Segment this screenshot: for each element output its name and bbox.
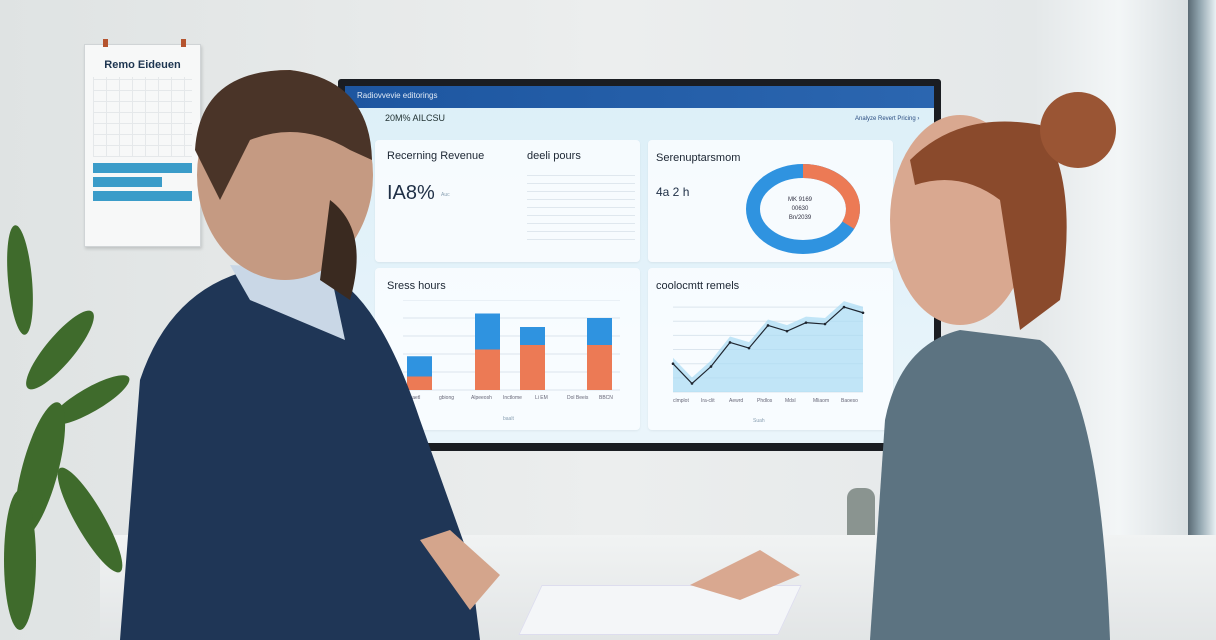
data-point [747, 346, 751, 350]
bar-category-label: Inctlome [503, 395, 522, 400]
revenue-value: IA8% [387, 182, 435, 204]
woman [690, 92, 1116, 640]
calendar-grid [93, 77, 192, 157]
donut-center: MK 9169 00630 Bn/2039 [788, 196, 812, 223]
line-category-label: Mdsl [785, 398, 796, 404]
donut-center-line: 00630 [791, 206, 809, 212]
data-point [785, 329, 789, 333]
points-title: deeli pours [527, 150, 581, 162]
bar-blue-segment [407, 356, 432, 377]
line-category-label: clmplot [673, 398, 689, 404]
data-point [842, 305, 846, 309]
revenue-card: Recerning Revenue IA8% Auc deeli pours [375, 140, 640, 262]
revenue-title: Recerning Revenue [387, 150, 485, 162]
dashboard-header: Radiovvevie editorings [345, 86, 934, 108]
vase [847, 488, 875, 540]
data-point [671, 362, 675, 365]
bar-category-label: Jaaetl [407, 395, 420, 400]
bar-orange-segment [475, 349, 500, 390]
points-table [527, 170, 635, 240]
donut-orange-slice [802, 164, 860, 229]
bar-blue-segment [475, 313, 500, 350]
revenue-unit: Auc [441, 192, 450, 198]
donut-center-line: Bn/2039 [788, 215, 812, 221]
header-title: Radiovvevie editorings [357, 91, 438, 100]
line-category-label: Aewrd [729, 398, 743, 404]
pin [103, 39, 108, 47]
plant [4, 225, 130, 630]
calendar-block [93, 191, 192, 201]
line-category-label: Baoeso [841, 398, 858, 404]
tv-monitor: Radiovvevie editorings 20M% AILCSU Analy… [338, 79, 941, 451]
line-xlabel: Suah [753, 418, 765, 424]
bar-orange-segment [520, 345, 545, 390]
bar-category-label: BBCN [599, 395, 613, 400]
subtitle: 20M% AILCSU [385, 113, 446, 123]
bar-category-label: gbiong [439, 395, 454, 400]
data-point [690, 382, 694, 385]
dashboard-screen: Radiovvevie editorings 20M% AILCSU Analy… [345, 86, 934, 443]
line-title: coolocmtt remels [656, 280, 740, 292]
donut-card: Serenuptarsmom 4a 2 h MK 9169 00630 Bn/2… [648, 140, 893, 262]
calendar-title: Remo Eideuen [104, 59, 181, 71]
donut-chart [746, 164, 860, 254]
bar-blue-segment [587, 318, 612, 345]
bar-title: Sress hours [387, 280, 446, 292]
bar-orange-segment [587, 345, 612, 390]
man [120, 70, 500, 640]
calendar-block [93, 163, 192, 173]
line-card: coolocmtt remels clmplot Ira-clit Aewrd Phd… [648, 268, 893, 430]
line-category-label: Phdlos [757, 398, 773, 404]
data-point [861, 311, 865, 315]
data-point [709, 365, 713, 368]
bar-orange-segment [407, 376, 432, 390]
data-point [728, 341, 732, 344]
data-point [823, 322, 827, 326]
donut-value: 4a 2 h [656, 185, 690, 199]
data-point [766, 324, 770, 327]
window-frame [1188, 0, 1216, 640]
line-category-label: Mliaom [813, 398, 829, 404]
wall-calendar: Remo Eideuen [84, 39, 201, 247]
bar-category-label: Dol Beeis [567, 395, 589, 400]
bar-category-label: Li EM [535, 395, 548, 400]
bar-blue-segment [520, 327, 545, 345]
bar-xlabel: baalt [503, 416, 514, 422]
pricing-link[interactable]: Analyze Revert Pricing › [855, 116, 920, 122]
bar-category-label: Alpeeosh [471, 395, 492, 400]
calendar-block [93, 177, 162, 187]
donut-title: Serenuptarsmom [656, 152, 741, 164]
donut-center-line: MK 9169 [788, 197, 813, 203]
bar-card: Sress hours Jaaetl gbiong Alpeeosh Inctlome… [375, 268, 640, 430]
line-chart: clmplot Ira-clit Aewrd Phdlos Mdsl Mliaom Baoe… [671, 301, 865, 404]
data-point [804, 321, 808, 324]
pin [181, 39, 186, 47]
bar-chart: Jaaetl gbiong Alpeeosh Inctlome Li EM Dol Bee… [403, 300, 620, 400]
line-category-label: Ira-clit [701, 398, 715, 404]
